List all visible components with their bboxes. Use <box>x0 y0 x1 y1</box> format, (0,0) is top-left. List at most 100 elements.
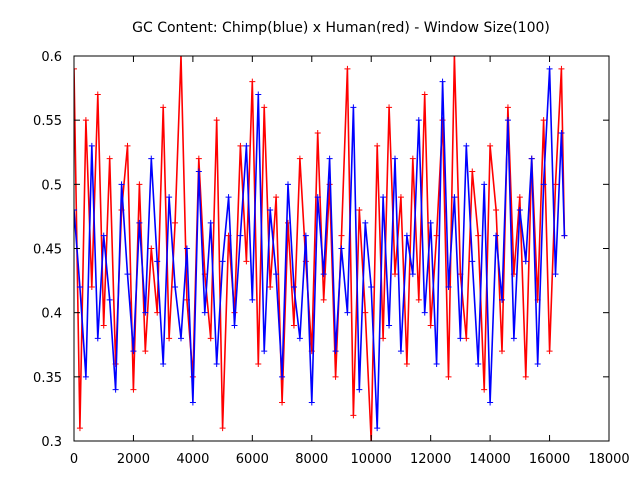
y-tick-label: 0.5 <box>41 178 62 193</box>
x-tick-label: 8000 <box>295 452 328 467</box>
data-point <box>94 91 101 98</box>
data-point <box>397 348 404 355</box>
data-point <box>172 219 179 226</box>
data-point <box>124 142 131 149</box>
y-tick-label: 0.35 <box>33 371 62 386</box>
data-point <box>463 335 470 342</box>
data-point <box>100 232 107 239</box>
data-point <box>522 258 529 265</box>
data-point <box>267 207 274 213</box>
data-point <box>124 271 131 278</box>
data-point <box>457 335 464 342</box>
data-point <box>421 91 428 98</box>
data-point <box>273 271 280 278</box>
data-point <box>178 56 184 59</box>
data-point <box>106 155 113 162</box>
data-point <box>148 245 155 252</box>
data-point <box>290 322 297 329</box>
data-point <box>392 155 398 162</box>
data-point <box>219 258 226 265</box>
series-line <box>74 68 566 429</box>
data-point <box>261 348 268 355</box>
data-point <box>493 207 500 213</box>
data-point <box>356 207 363 213</box>
data-point <box>338 232 345 239</box>
x-tick-label: 18000 <box>588 452 629 467</box>
data-point <box>237 142 244 149</box>
data-point <box>76 425 83 432</box>
data-point <box>504 104 511 111</box>
x-tick-label: 6000 <box>236 452 269 467</box>
data-point <box>82 117 89 124</box>
data-point <box>320 271 327 278</box>
data-point <box>362 309 369 316</box>
data-point <box>561 232 568 239</box>
data-point <box>130 348 137 355</box>
data-point <box>409 271 416 278</box>
axis-ticks: 0 2000 4000 6000 8000 10000 12000 14000 16000 180… <box>33 50 630 467</box>
data-point <box>332 348 339 355</box>
series-line <box>74 56 566 441</box>
data-point <box>166 194 173 201</box>
data-point <box>88 284 95 290</box>
y-tick-label: 0.4 <box>41 307 62 322</box>
data-point <box>154 258 161 265</box>
data-point <box>136 219 143 226</box>
data-point <box>243 258 250 265</box>
data-point <box>540 181 547 188</box>
data-point <box>469 258 476 265</box>
data-point <box>475 361 482 367</box>
data-point <box>338 245 345 252</box>
data-point <box>237 232 244 239</box>
data-point <box>82 373 89 380</box>
data-point <box>415 117 422 124</box>
data-point <box>445 284 452 290</box>
data-point <box>516 207 523 213</box>
y-tick-label: 0.3 <box>41 435 62 450</box>
data-point <box>183 245 190 252</box>
data-point <box>290 284 297 290</box>
data-point <box>285 181 291 188</box>
data-point <box>255 361 262 367</box>
data-point <box>207 219 214 226</box>
data-point <box>344 65 351 72</box>
data-point <box>74 207 77 213</box>
data-point <box>320 296 327 303</box>
data-point <box>386 104 393 111</box>
y-tick-label: 0.45 <box>33 243 62 258</box>
data-point <box>439 78 446 85</box>
data-point <box>249 78 256 85</box>
data-point <box>267 284 274 290</box>
x-tick-label: 2000 <box>117 452 150 467</box>
series-1 <box>74 65 568 432</box>
data-point <box>522 373 529 380</box>
data-point <box>326 155 333 162</box>
data-point <box>76 284 83 290</box>
chart-title: GC Content: Chimp(blue) x Human(red) - W… <box>132 20 550 36</box>
data-point <box>118 181 125 188</box>
data-point <box>213 361 220 367</box>
series-layer <box>74 56 568 441</box>
data-point <box>374 142 381 149</box>
data-point <box>243 142 250 149</box>
data-point <box>225 194 232 201</box>
data-point <box>172 284 179 290</box>
series-0 <box>74 56 568 441</box>
y-tick-label: 0.55 <box>33 114 62 129</box>
data-point <box>415 296 422 303</box>
data-point <box>88 142 95 149</box>
data-point <box>231 322 238 329</box>
data-point <box>433 361 440 367</box>
y-tick-label: 0.6 <box>41 50 62 65</box>
data-point <box>160 361 167 367</box>
data-point <box>112 386 119 393</box>
data-point <box>463 142 470 149</box>
data-point <box>421 309 428 316</box>
data-point <box>178 335 184 342</box>
data-point <box>308 399 315 406</box>
data-point <box>195 168 202 175</box>
data-point <box>546 348 553 355</box>
data-point <box>528 155 535 162</box>
data-point <box>148 155 155 162</box>
